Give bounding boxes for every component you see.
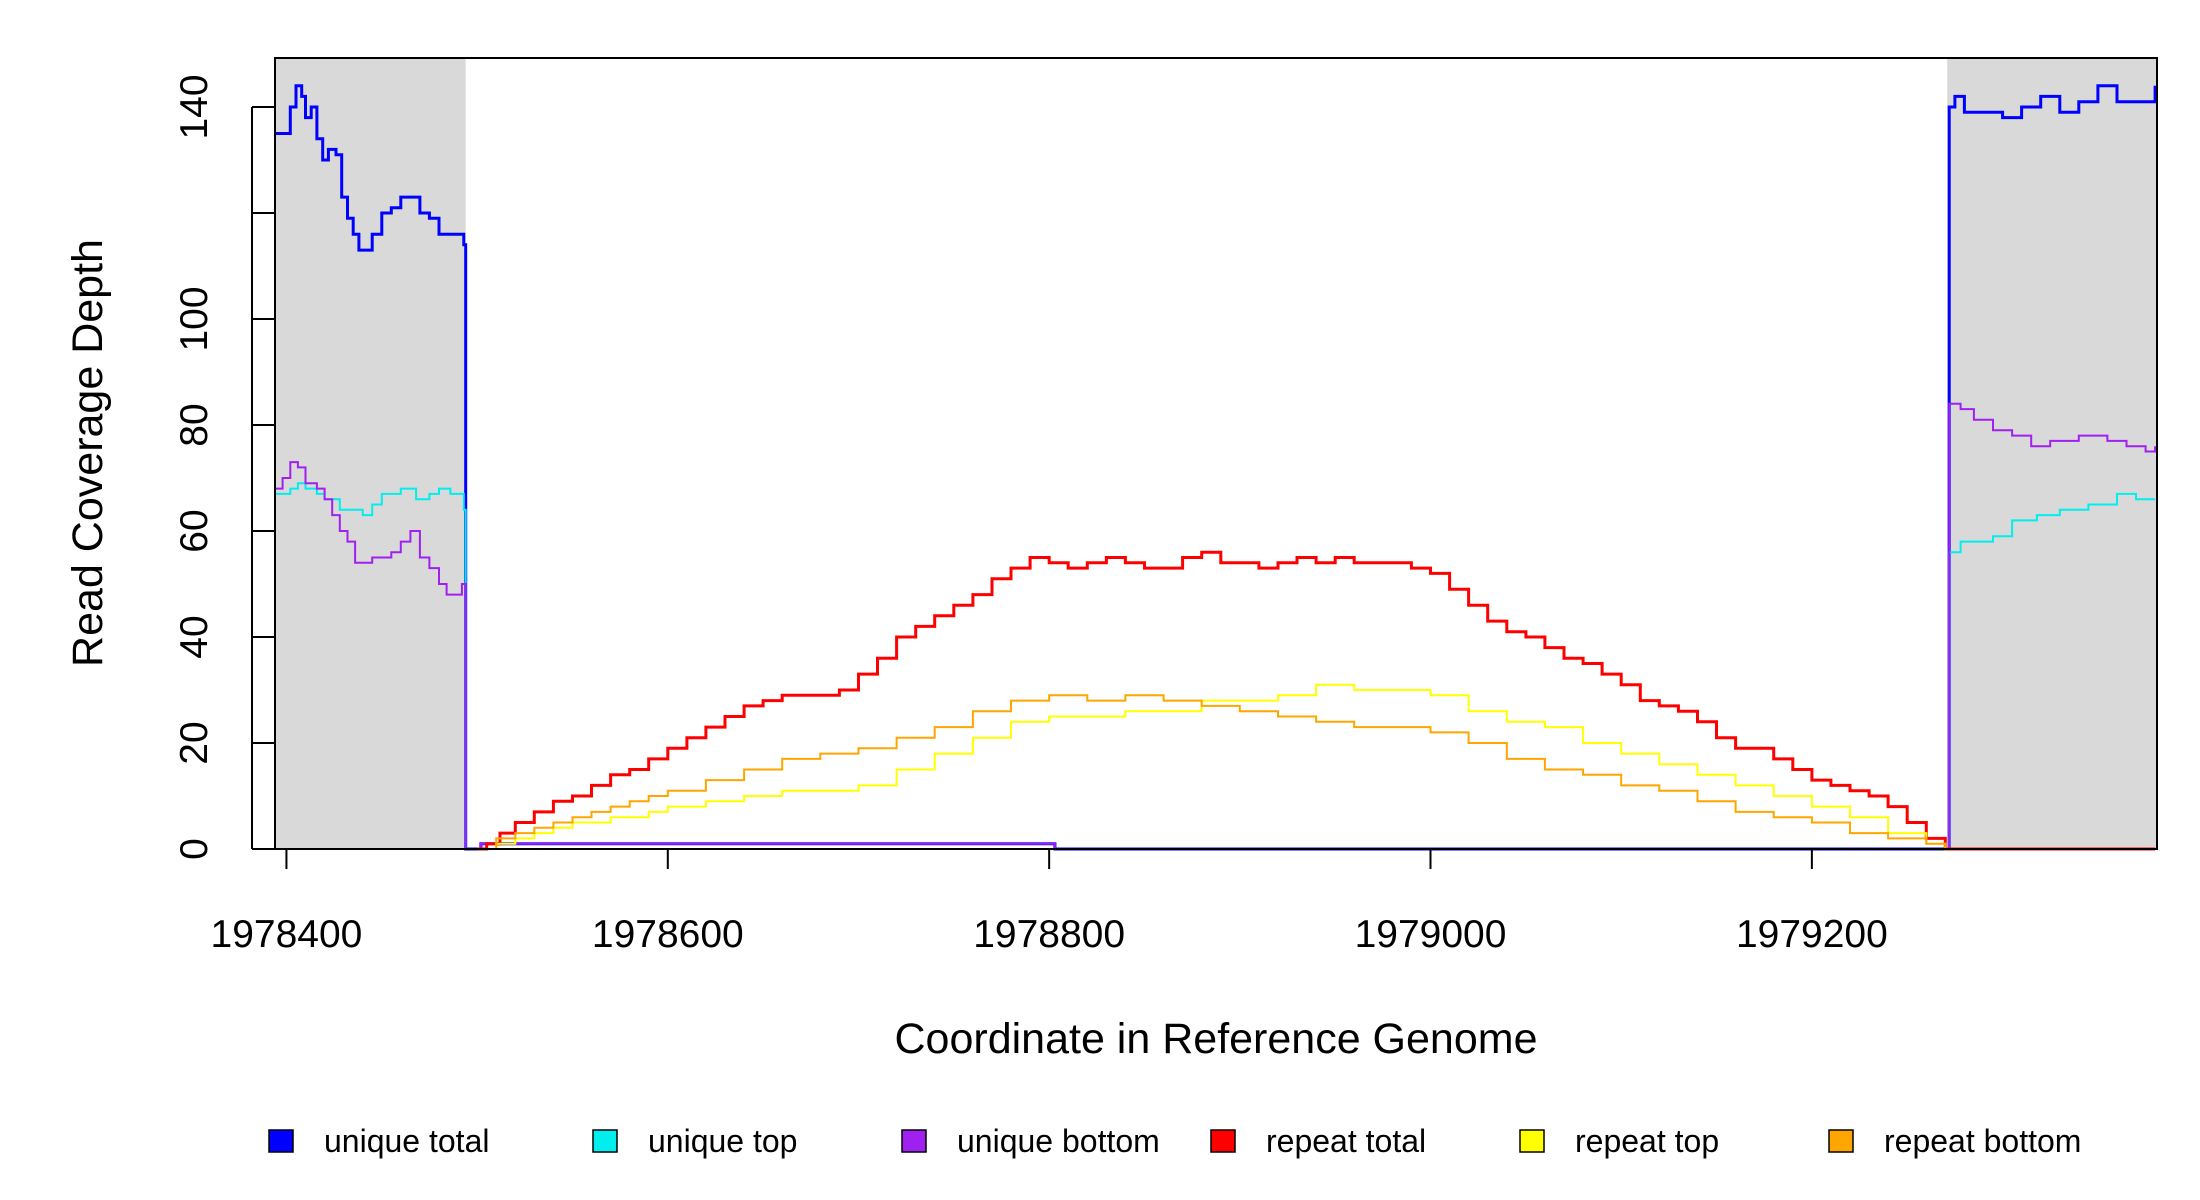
shaded-regions <box>275 58 2157 849</box>
series-line-repeat-total <box>477 550 2156 851</box>
series-line-unique-top <box>275 482 2156 850</box>
legend-label: repeat bottom <box>1884 1123 2081 1159</box>
series-lines <box>275 84 2157 851</box>
legend-label: unique total <box>324 1123 489 1159</box>
x-tick-label: 1978800 <box>973 913 1125 956</box>
legend-item: repeat total <box>1210 1123 1426 1159</box>
series-line-unique-total <box>275 84 2157 851</box>
y-axis: 0 20 40 60 80 100 140 <box>173 74 275 860</box>
x-axis: 1978400 1978600 1978800 1979000 1979200 <box>211 848 1888 956</box>
plot-frame <box>274 57 2158 850</box>
legend-item: unique bottom <box>901 1123 1160 1159</box>
legend-item: unique top <box>592 1123 797 1159</box>
legend-label: unique bottom <box>957 1123 1160 1159</box>
legend-swatch <box>1210 1129 1236 1153</box>
legend-swatch <box>1519 1129 1545 1153</box>
series-line-repeat-top <box>477 683 2156 850</box>
legend-item: unique total <box>268 1123 489 1159</box>
x-tick-label: 1979200 <box>1736 913 1888 956</box>
x-axis-title: Coordinate in Reference Genome <box>895 1015 1538 1063</box>
series-line-unique-bottom <box>275 402 2157 850</box>
legend-swatch <box>901 1129 927 1153</box>
legend-item: repeat top <box>1519 1123 1719 1159</box>
y-tick-label: 0 <box>173 838 216 860</box>
legend-swatch <box>592 1129 618 1153</box>
y-tick-label: 80 <box>173 403 216 446</box>
shaded-region <box>275 58 466 849</box>
legend-label: repeat total <box>1266 1123 1426 1159</box>
y-axis-title: Read Coverage Depth <box>64 239 112 667</box>
x-tick-label: 1978400 <box>211 913 363 956</box>
series-line-repeat-bottom <box>477 694 2156 850</box>
legend-swatch <box>268 1129 294 1153</box>
legend: unique total unique top unique bottom repea… <box>268 1123 2081 1159</box>
y-tick-label: 40 <box>173 615 216 658</box>
legend-label: unique top <box>648 1123 797 1159</box>
y-tick-label: 60 <box>173 509 216 552</box>
y-tick-label: 20 <box>173 721 216 764</box>
x-tick-label: 1978600 <box>592 913 744 956</box>
shaded-region <box>1947 58 2157 849</box>
legend-label: repeat top <box>1575 1123 1719 1159</box>
y-tick-label: 140 <box>173 74 216 139</box>
y-tick-label: 100 <box>173 286 216 351</box>
legend-swatch <box>1828 1129 1854 1153</box>
legend-item: repeat bottom <box>1828 1123 2081 1159</box>
x-tick-label: 1979000 <box>1355 913 1507 956</box>
